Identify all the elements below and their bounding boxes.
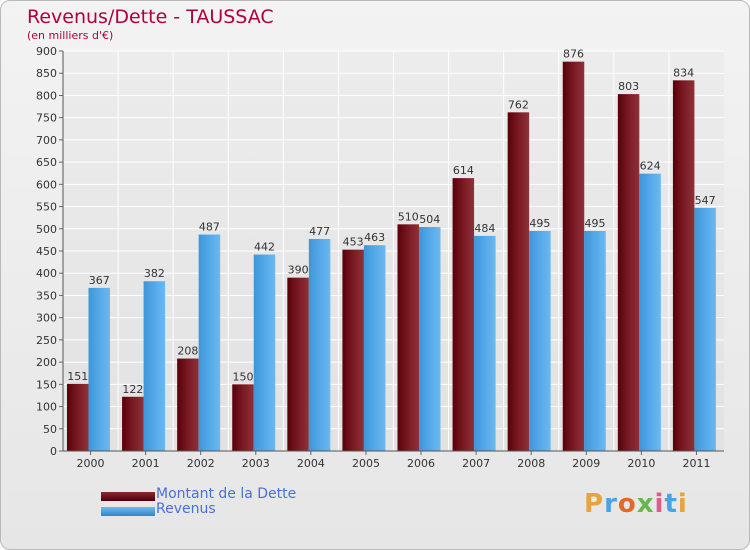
- data-label-debt: 834: [673, 66, 694, 79]
- logo-letter: P: [584, 489, 605, 519]
- bar-revenue: [529, 231, 551, 451]
- x-tick-label: 2004: [297, 457, 325, 470]
- y-tick-label: 600: [36, 178, 57, 191]
- data-label-debt: 803: [618, 80, 639, 93]
- y-tick-label: 450: [36, 245, 57, 258]
- y-tick-label: 250: [36, 334, 57, 347]
- x-tick-label: 2007: [462, 457, 490, 470]
- bar-revenue: [419, 227, 441, 451]
- bar-debt: [232, 384, 254, 451]
- data-label-debt: 122: [122, 383, 143, 396]
- legend-label-revenue: Revenus: [156, 501, 216, 517]
- logo-letter: t: [664, 489, 678, 519]
- y-tick-label: 150: [36, 378, 57, 391]
- data-label-revenue: 477: [309, 225, 330, 238]
- bar-debt: [617, 94, 640, 451]
- data-label-revenue: 463: [364, 231, 385, 244]
- y-tick-label: 400: [36, 267, 57, 280]
- data-label-revenue: 442: [254, 241, 275, 254]
- bar-revenue: [198, 234, 221, 451]
- bar-revenue: [584, 231, 606, 451]
- bar-debt: [342, 249, 364, 451]
- y-tick-label: 800: [36, 89, 57, 102]
- data-label-debt: 453: [343, 236, 364, 249]
- bar-revenue: [308, 239, 331, 451]
- bar-revenue: [363, 245, 386, 451]
- bar-revenue: [253, 254, 276, 451]
- x-tick-label: 2008: [517, 457, 545, 470]
- data-label-debt: 150: [233, 370, 254, 383]
- data-label-revenue: 484: [474, 222, 495, 235]
- data-label-debt: 762: [508, 98, 529, 111]
- bar-debt: [287, 277, 309, 451]
- y-tick-label: 900: [36, 45, 57, 58]
- x-tick-label: 2002: [187, 457, 215, 470]
- logo-letter: i: [654, 489, 665, 519]
- y-tick-label: 350: [36, 289, 57, 302]
- bar-revenue: [694, 207, 716, 451]
- y-tick-label: 0: [50, 445, 57, 458]
- chart-subtitle: (en milliers d'€): [27, 29, 114, 42]
- data-label-debt: 208: [177, 345, 198, 358]
- y-tick-label: 500: [36, 223, 57, 236]
- y-tick-label: 650: [36, 156, 57, 169]
- x-tick-label: 2001: [132, 457, 160, 470]
- logo-letter: x: [636, 489, 655, 519]
- data-label-revenue: 367: [89, 274, 110, 287]
- logo-letter: o: [617, 489, 637, 519]
- data-label-revenue: 487: [199, 221, 220, 234]
- data-label-debt: 614: [453, 164, 474, 177]
- legend-swatch-revenue: [101, 507, 155, 516]
- bar-debt: [672, 80, 695, 451]
- bar-debt: [507, 112, 530, 451]
- y-tick-label: 750: [36, 112, 57, 125]
- data-label-revenue: 547: [695, 194, 716, 207]
- data-label-debt: 510: [398, 210, 419, 223]
- y-tick-label: 50: [43, 423, 57, 436]
- legend-label-debt: Montant de la Dette: [156, 486, 297, 502]
- bar-revenue: [143, 281, 166, 451]
- y-tick-label: 100: [36, 401, 57, 414]
- data-label-revenue: 495: [529, 217, 550, 230]
- data-label-debt: 390: [288, 264, 309, 277]
- logo-letter: r: [604, 489, 618, 519]
- x-tick-label: 2006: [407, 457, 435, 470]
- bar-revenue: [474, 235, 496, 451]
- bar-debt: [562, 61, 585, 452]
- bar-revenue: [639, 173, 661, 451]
- bar-debt: [397, 224, 419, 451]
- y-tick-label: 300: [36, 312, 57, 325]
- data-label-revenue: 382: [144, 267, 165, 280]
- x-tick-label: 2009: [572, 457, 600, 470]
- data-label-debt: 876: [563, 48, 584, 61]
- chart-title: Revenus/Dette - TAUSSAC: [27, 6, 274, 28]
- data-label-revenue: 504: [419, 213, 440, 226]
- data-label-revenue: 495: [585, 217, 606, 230]
- y-tick-label: 550: [36, 201, 57, 214]
- bar-debt: [122, 396, 144, 451]
- logo-letter: i: [677, 489, 688, 519]
- x-tick-label: 2005: [352, 457, 380, 470]
- bar-debt: [452, 178, 475, 451]
- data-label-revenue: 624: [640, 160, 661, 173]
- x-tick-label: 2003: [242, 457, 270, 470]
- bar-revenue: [88, 287, 110, 451]
- bar-debt: [67, 383, 89, 451]
- y-tick-label: 200: [36, 356, 57, 369]
- proxiti-logo: Proxiti: [584, 489, 688, 519]
- x-tick-label: 2010: [627, 457, 655, 470]
- x-tick-label: 2011: [682, 457, 710, 470]
- x-tick-label: 2000: [77, 457, 105, 470]
- bar-debt: [177, 358, 199, 451]
- y-tick-label: 850: [36, 67, 57, 80]
- y-tick-label: 700: [36, 134, 57, 147]
- data-label-debt: 151: [67, 370, 88, 383]
- legend-swatch-debt: [101, 492, 155, 501]
